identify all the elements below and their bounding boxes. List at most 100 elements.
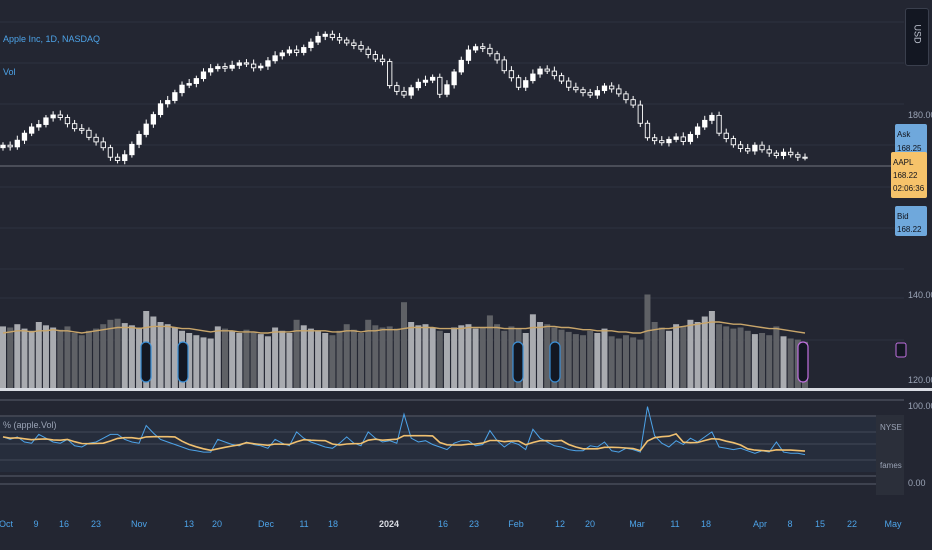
candle-body <box>143 123 149 135</box>
currency-button[interactable]: USD <box>905 8 929 66</box>
volume-bar <box>286 333 293 388</box>
candle-body <box>394 85 400 92</box>
volume-bar <box>773 326 780 388</box>
candle-body <box>644 122 651 139</box>
candle-body <box>415 81 421 89</box>
candle-body <box>802 156 808 159</box>
candle-body <box>444 84 450 95</box>
volume-bar <box>128 325 135 388</box>
volume-bar <box>264 336 271 388</box>
osc-bottom-label: 0.00 <box>908 478 926 488</box>
volume-bar <box>365 319 372 388</box>
candle-body <box>57 114 63 118</box>
candle-body <box>0 144 6 149</box>
volume-bar <box>687 319 694 388</box>
volume-bar <box>229 330 236 388</box>
candle-body <box>379 58 386 63</box>
volume-bar <box>630 337 637 388</box>
volume-bar <box>64 326 71 388</box>
volume-bar <box>42 325 49 388</box>
earnings-event-icon[interactable] <box>549 341 561 383</box>
bid-tag: Bid 168.22 <box>895 206 927 236</box>
candle-body <box>107 147 114 158</box>
volume-bar <box>680 326 687 388</box>
candle-body <box>523 80 529 88</box>
time-tick: Mar <box>629 519 645 529</box>
volume-bar <box>136 327 143 388</box>
volume-bar <box>14 324 21 388</box>
candle-body <box>200 71 207 80</box>
volume-bar <box>257 334 264 388</box>
candle-body <box>737 144 744 149</box>
candle-body <box>165 100 171 105</box>
candle-body <box>215 66 221 70</box>
candle-body <box>702 119 708 128</box>
volume-bar <box>673 324 680 388</box>
volume-bar <box>708 311 715 388</box>
candle-body <box>43 117 49 125</box>
volume-bar <box>651 322 658 388</box>
candle-body <box>315 35 321 43</box>
volume-bar <box>780 336 787 388</box>
volume-bar <box>121 323 128 388</box>
volume-bar <box>293 319 300 388</box>
volume-bar <box>307 328 314 388</box>
candle-body <box>36 124 42 128</box>
ask-tag: Ask 168.25 <box>895 124 927 156</box>
volume-bar <box>494 324 501 388</box>
candle-body <box>387 61 393 87</box>
candle-body <box>694 126 701 135</box>
earnings-event-icon[interactable] <box>797 341 809 383</box>
candle-body <box>530 73 536 82</box>
volume-bar <box>608 336 615 388</box>
candle-body <box>709 114 715 121</box>
volume-bar <box>0 326 6 388</box>
candle-body <box>358 45 364 50</box>
candle-body <box>594 90 600 96</box>
candle-body <box>780 151 787 156</box>
bid-value: 168.22 <box>897 225 922 234</box>
candle-body <box>79 128 85 131</box>
volume-bar <box>171 327 178 388</box>
volume-bar <box>486 315 493 388</box>
volume-bar <box>279 330 286 388</box>
time-tick: 20 <box>212 519 222 529</box>
osc-top-label: 100.00 <box>908 401 932 411</box>
volume-bar <box>193 335 200 388</box>
volume-bar <box>200 337 207 388</box>
earnings-event-icon[interactable] <box>512 341 524 383</box>
candle-body <box>50 114 56 119</box>
time-tick: 23 <box>469 519 479 529</box>
osc-right-label: fames <box>880 461 902 470</box>
volume-legend: Vol <box>3 67 16 77</box>
candle-body <box>487 47 493 55</box>
event-flag-icon[interactable] <box>895 342 907 358</box>
candle-body <box>100 141 106 149</box>
candle-body <box>795 154 801 158</box>
earnings-event-icon[interactable] <box>140 341 152 383</box>
countdown: 02:06:36 <box>893 184 925 193</box>
time-axis[interactable]: Oct 9 16 23 Nov 13 20 Dec 11 18 2024 16 23 Feb 12 20 Mar… <box>0 519 902 529</box>
price-tick: 140.00 <box>908 290 932 300</box>
volume-bar <box>730 328 737 388</box>
volume-bar <box>329 335 336 388</box>
pane-separator[interactable] <box>0 388 932 391</box>
time-tick: 2024 <box>379 519 399 529</box>
volume-bar <box>93 328 100 388</box>
volume-bar <box>580 335 587 388</box>
candle-body <box>544 68 550 72</box>
earnings-event-icon[interactable] <box>177 341 189 383</box>
candle-body <box>64 117 71 125</box>
time-tick: 12 <box>555 519 565 529</box>
candle-body <box>673 136 679 140</box>
candle-body <box>730 138 737 146</box>
volume-bar <box>787 338 794 388</box>
candle-body <box>114 156 121 161</box>
candle-body <box>773 152 780 156</box>
candle-body <box>322 33 328 37</box>
time-tick: 15 <box>815 519 825 529</box>
volume-bar <box>393 328 400 388</box>
candle-body <box>401 90 407 96</box>
event-markers[interactable] <box>140 341 907 383</box>
